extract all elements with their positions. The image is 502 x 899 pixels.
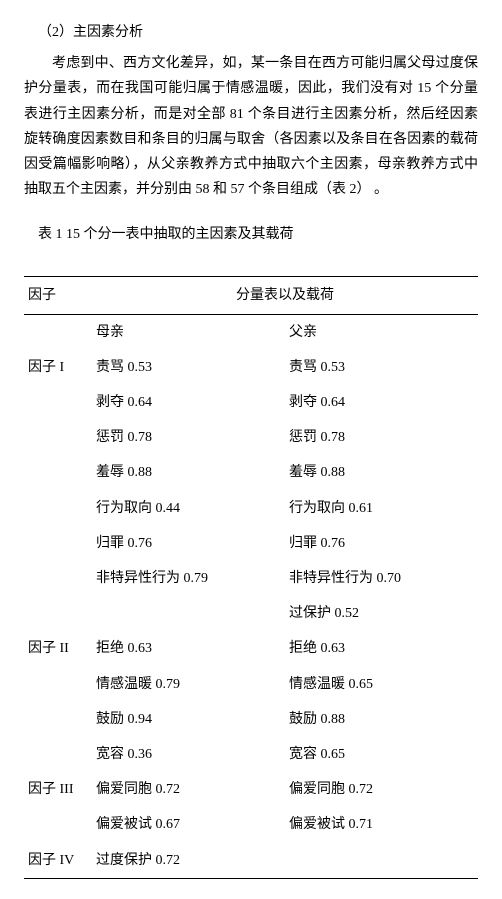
factor-label: 因子 IV: [24, 843, 92, 879]
father-cell: 归罪 0.76: [285, 526, 478, 561]
subheader-father: 父亲: [285, 314, 478, 350]
mother-cell: 过度保护 0.72: [92, 843, 285, 879]
mother-cell: 偏爱同胞 0.72: [92, 772, 285, 807]
mother-cell: 情感温暖 0.79: [92, 667, 285, 702]
factor-label: [24, 455, 92, 490]
factor-label: 因子 I: [24, 350, 92, 385]
factor-label: [24, 702, 92, 737]
father-cell: [285, 843, 478, 879]
father-cell: 偏爱同胞 0.72: [285, 772, 478, 807]
mother-cell: [92, 596, 285, 631]
father-cell: 宽容 0.65: [285, 737, 478, 772]
factor-label: [24, 596, 92, 631]
father-cell: 责骂 0.53: [285, 350, 478, 385]
father-cell: 羞辱 0.88: [285, 455, 478, 490]
factor-label: [24, 491, 92, 526]
mother-cell: 拒绝 0.63: [92, 631, 285, 666]
father-cell: 惩罚 0.78: [285, 420, 478, 455]
factor-label: [24, 667, 92, 702]
factor-label: [24, 420, 92, 455]
mother-cell: 非特异性行为 0.79: [92, 561, 285, 596]
father-cell: 拒绝 0.63: [285, 631, 478, 666]
factor-label: [24, 561, 92, 596]
factor-label: [24, 526, 92, 561]
factor-label: [24, 807, 92, 842]
mother-cell: 宽容 0.36: [92, 737, 285, 772]
father-cell: 偏爱被试 0.71: [285, 807, 478, 842]
header-subscale: 分量表以及载荷: [92, 276, 478, 314]
mother-cell: 归罪 0.76: [92, 526, 285, 561]
mother-cell: 惩罚 0.78: [92, 420, 285, 455]
father-cell: 非特异性行为 0.70: [285, 561, 478, 596]
body-paragraph: 考虑到中、西方文化差异，如，某一条目在西方可能归属父母过度保护分量表，而在我国可…: [24, 51, 478, 202]
factor-label: 因子 III: [24, 772, 92, 807]
mother-cell: 羞辱 0.88: [92, 455, 285, 490]
factor-label: 因子 II: [24, 631, 92, 666]
mother-cell: 偏爱被试 0.67: [92, 807, 285, 842]
father-cell: 行为取向 0.61: [285, 491, 478, 526]
mother-cell: 行为取向 0.44: [92, 491, 285, 526]
mother-cell: 鼓励 0.94: [92, 702, 285, 737]
father-cell: 过保护 0.52: [285, 596, 478, 631]
subheader-mother: 母亲: [92, 314, 285, 350]
mother-cell: 责骂 0.53: [92, 350, 285, 385]
factor-table: 因子 分量表以及载荷 母亲 父亲 因子 I责骂 0.53责骂 0.53剥夺 0.…: [24, 276, 478, 879]
father-cell: 剥夺 0.64: [285, 385, 478, 420]
mother-cell: 剥夺 0.64: [92, 385, 285, 420]
section-heading: （2）主因素分析: [24, 20, 478, 45]
factor-label: [24, 385, 92, 420]
factor-label: [24, 737, 92, 772]
header-factor: 因子: [24, 276, 92, 314]
father-cell: 情感温暖 0.65: [285, 667, 478, 702]
table-caption: 表 1 15 个分一表中抽取的主因素及其载荷: [24, 222, 478, 247]
father-cell: 鼓励 0.88: [285, 702, 478, 737]
